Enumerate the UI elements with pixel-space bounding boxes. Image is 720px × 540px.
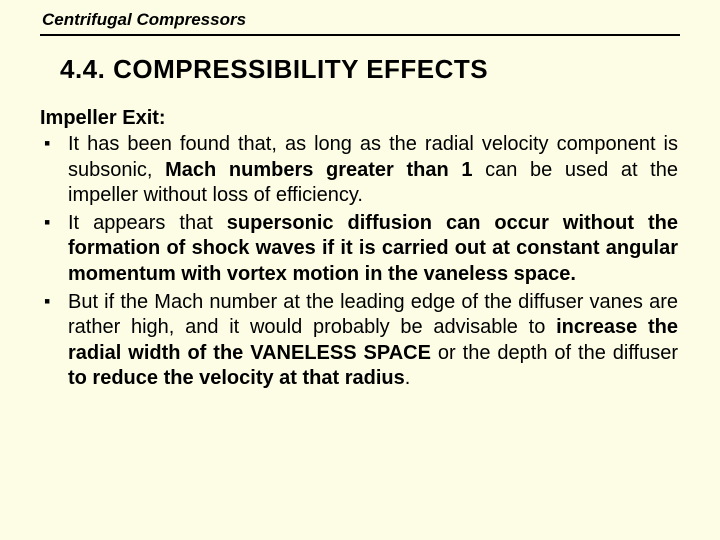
bullet-text-post: . [405, 367, 411, 389]
bullet-text-bold: Mach numbers greater than 1 [165, 159, 472, 181]
content-block: Impeller Exit: It has been found that, a… [40, 107, 680, 392]
subheading: Impeller Exit: [40, 107, 678, 130]
section-title: 4.4. COMPRESSIBILITY EFFECTS [60, 54, 680, 85]
bullet-text-bold2: to reduce the velocity at that radius [68, 367, 405, 389]
bullet-text-mid: or the depth of the diffuser [431, 342, 678, 364]
list-item: It has been found that, as long as the r… [40, 132, 678, 209]
list-item: It appears that supersonic diffusion can… [40, 211, 678, 288]
page-header: Centrifugal Compressors [40, 10, 680, 36]
slide-page: Centrifugal Compressors 4.4. COMPRESSIBI… [0, 0, 720, 540]
list-item: But if the Mach number at the leading ed… [40, 290, 678, 392]
bullet-list: It has been found that, as long as the r… [40, 132, 678, 392]
bullet-text-pre: It appears that [68, 212, 227, 234]
